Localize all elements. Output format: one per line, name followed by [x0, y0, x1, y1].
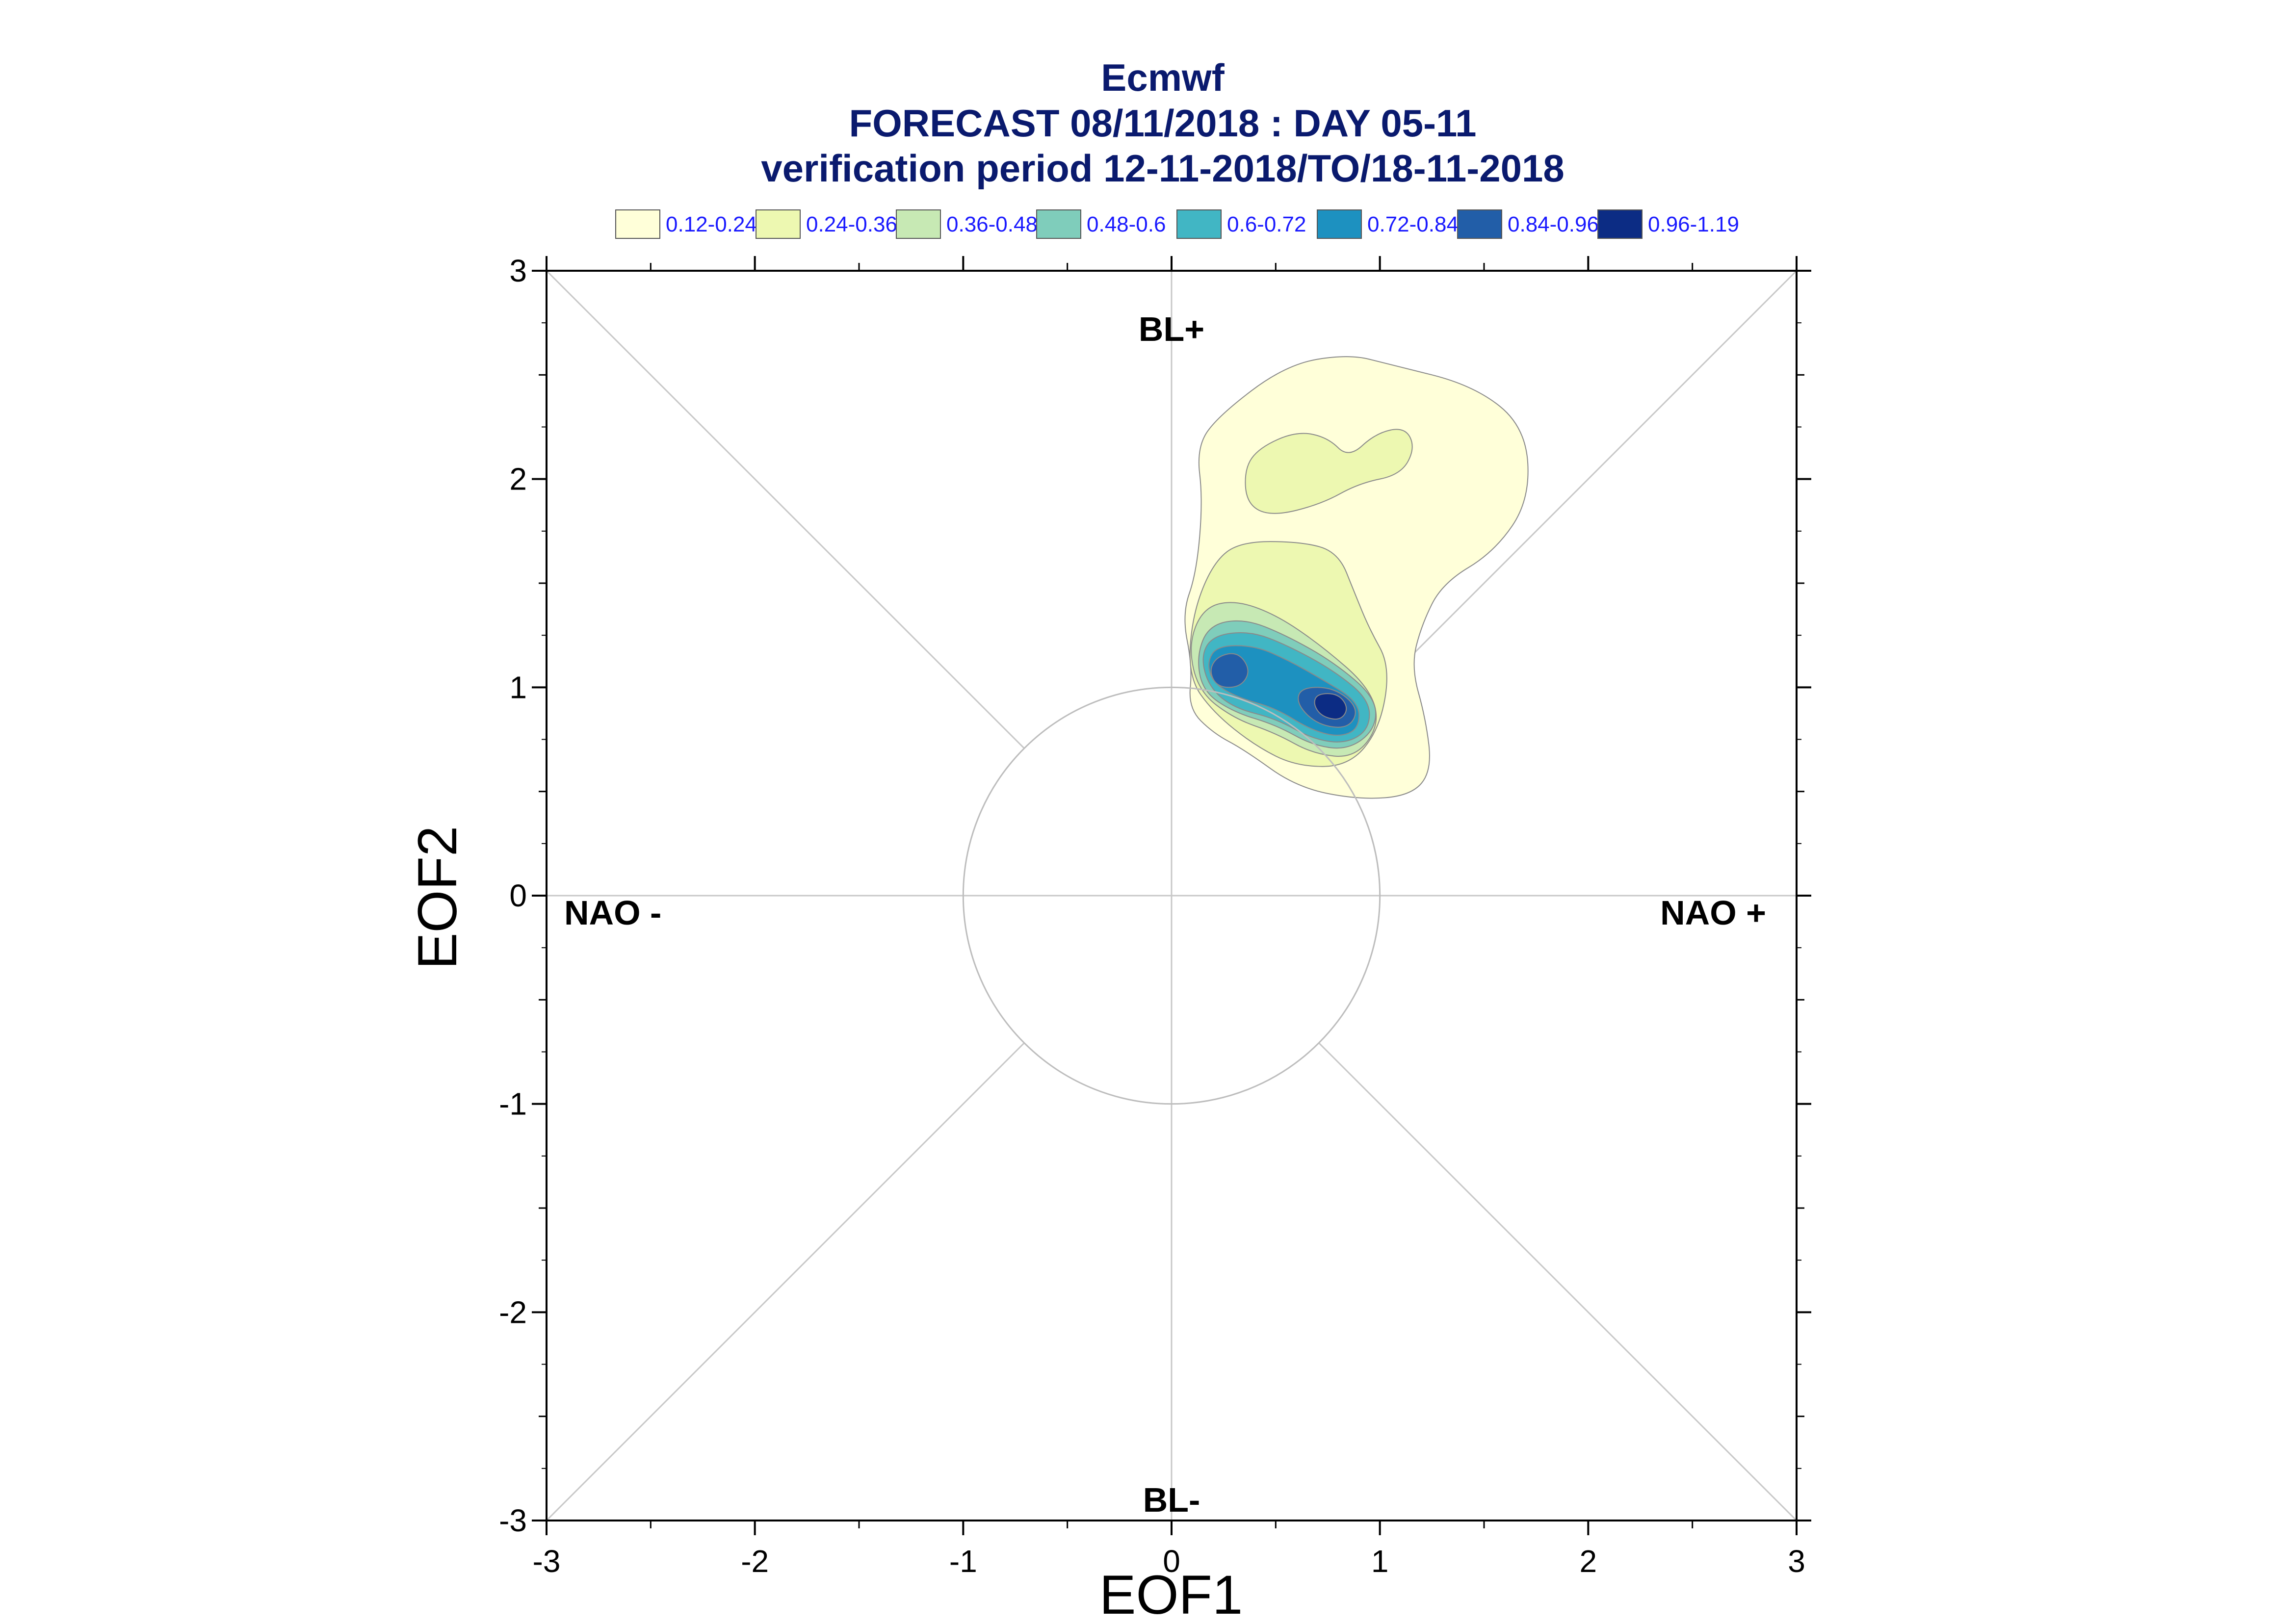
density-contour	[1245, 429, 1413, 514]
y-tick-label: -3	[499, 1503, 527, 1538]
legend-label: 0.84-0.96	[1508, 212, 1599, 236]
legend-swatch	[1176, 209, 1222, 239]
y-tick-label: -2	[499, 1294, 527, 1330]
y-tick-label: 1	[509, 670, 527, 705]
y-tick-label: 2	[509, 462, 527, 497]
x-tick-label: 1	[1371, 1544, 1389, 1579]
legend-label: 0.72-0.84	[1367, 212, 1459, 236]
y-tick-label: 0	[509, 878, 527, 913]
chart-title-line2: FORECAST 08/11/2018 : DAY 05-11	[849, 102, 1476, 145]
legend-label: 0.48-0.6	[1087, 212, 1166, 236]
regime-label-nao-plus: NAO +	[1660, 894, 1766, 932]
legend-label: 0.36-0.48	[946, 212, 1038, 236]
density-contour	[1210, 653, 1249, 688]
legend-swatch	[1036, 209, 1081, 239]
x-tick-label: 2	[1580, 1544, 1597, 1579]
legend: 0.12-0.24 0.24-0.36 0.36-0.48 0.48-0.6 0.6-0…	[615, 209, 1739, 239]
y-tick-label: -1	[499, 1086, 527, 1122]
diagonal-line	[546, 1042, 1025, 1521]
x-tick-label: 0	[1163, 1544, 1180, 1579]
x-axis-label: EOF1	[1099, 1564, 1243, 1624]
legend-swatch	[1317, 209, 1362, 239]
density-contour	[1314, 693, 1347, 720]
legend-label: 0.24-0.36	[806, 212, 897, 236]
y-tick-label: 3	[509, 253, 527, 288]
legend-swatch	[756, 209, 801, 239]
x-tick-label: -2	[741, 1544, 769, 1579]
diagonal-line	[1318, 1042, 1798, 1521]
legend-swatch	[1597, 209, 1643, 239]
legend-label: 0.6-0.72	[1227, 212, 1306, 236]
legend-swatch	[1457, 209, 1502, 239]
chart-title-line1: Ecmwf	[1101, 56, 1225, 99]
legend-swatch	[896, 209, 941, 239]
legend-label: 0.96-1.19	[1648, 212, 1739, 236]
regime-label-bl-minus: BL-	[1143, 1481, 1200, 1519]
regime-label-nao-minus: NAO -	[564, 894, 661, 932]
reference-circle	[962, 686, 1381, 1105]
y-axis-label: EOF2	[407, 826, 468, 970]
x-tick-label: -3	[533, 1544, 561, 1579]
legend-swatch	[615, 209, 660, 239]
x-tick-label: 3	[1788, 1544, 1805, 1579]
diagonal-line	[546, 270, 1025, 749]
regime-label-bl-plus: BL+	[1139, 310, 1204, 348]
chart-title-line3: verification period 12-11-2018/TO/18-11-…	[761, 147, 1564, 190]
legend-label: 0.12-0.24	[666, 212, 757, 236]
plot-area: -3 3 -2 2 -1 1 0 0 1 -1 2 -2 3 -3 BL+ BL- NAO - NAO +	[499, 253, 1811, 1579]
x-tick-label: -1	[949, 1544, 977, 1579]
